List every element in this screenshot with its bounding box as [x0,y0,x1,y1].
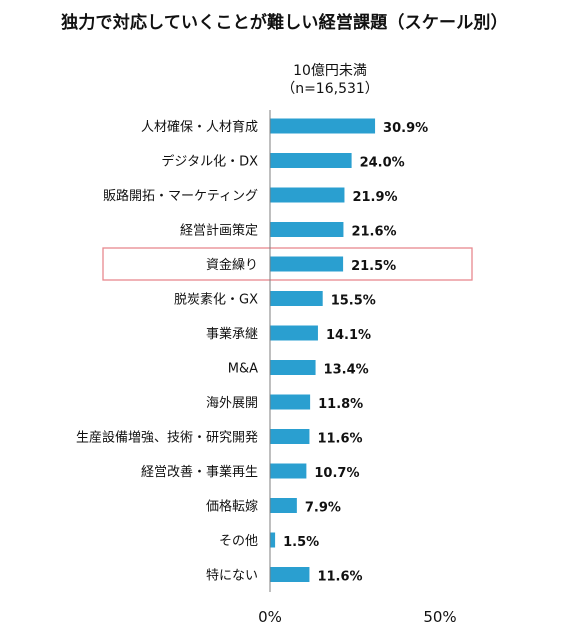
bar-9 [270,394,311,410]
value-label: 1.5% [283,535,319,550]
category-label: M&A [228,362,258,377]
category-label: 経営改善・事業再生 [141,464,258,480]
bar-10 [270,429,310,444]
value-label: 13.4% [324,363,369,378]
value-label: 21.6% [351,225,396,240]
chart-subtitle-sample-size: （n=16,531） [281,81,379,97]
bar-5 [270,256,344,272]
bar-13 [270,532,276,548]
bar-3 [270,187,345,203]
bar-11 [270,463,307,479]
bar-2 [270,153,352,168]
value-label: 21.9% [352,190,397,205]
bar-7 [270,325,318,341]
value-label: 24.0% [360,156,405,171]
category-label: 事業承継 [206,326,258,342]
bar-1 [270,118,376,134]
bar-8 [270,360,316,375]
chart-title: 独力で対応していくことが難しい経営課題（スケール別） [61,13,508,33]
value-label: 10.7% [314,466,359,481]
value-label: 30.9% [383,121,428,136]
category-label: 人材確保・人材育成 [141,119,258,135]
category-label: 脱炭素化・GX [174,293,258,308]
chart-subtitle-scale: 10億円未満 [293,63,367,79]
bar-12 [270,498,297,513]
category-label: 価格転嫁 [206,499,258,515]
highlight-box [102,247,473,281]
x-tick-label: 50% [423,608,456,626]
x-ticks-layer: 0% 50% [258,608,457,626]
bar-14 [270,567,310,582]
category-label: 経営計画策定 [180,223,258,239]
value-label: 7.9% [305,501,341,516]
value-label: 11.6% [317,432,362,447]
value-label: 11.6% [317,570,362,585]
bar-4 [270,222,344,237]
category-label: その他 [219,534,258,549]
x-tick-label: 0% [258,608,282,626]
category-label: 販路開拓・マーケティング [103,188,258,204]
value-label: 14.1% [326,328,371,343]
category-label: 特にない [206,569,258,584]
value-label: 15.5% [331,294,376,309]
bars-layer [270,118,376,582]
bar-6 [270,291,323,306]
highlight-layer [102,247,473,281]
value-label: 11.8% [318,397,363,412]
value-label: 21.5% [351,259,396,274]
category-label: デジタル化・DX [161,154,258,170]
labels-layer: 人材確保・人材育成 30.9% デジタル化・DX 24.0% 販路開拓・マーケティング 2… [76,119,428,585]
category-label: 生産設備増強、技術・研究開発 [76,430,258,446]
category-label: 資金繰り [206,257,258,273]
category-label: 海外展開 [206,396,258,411]
